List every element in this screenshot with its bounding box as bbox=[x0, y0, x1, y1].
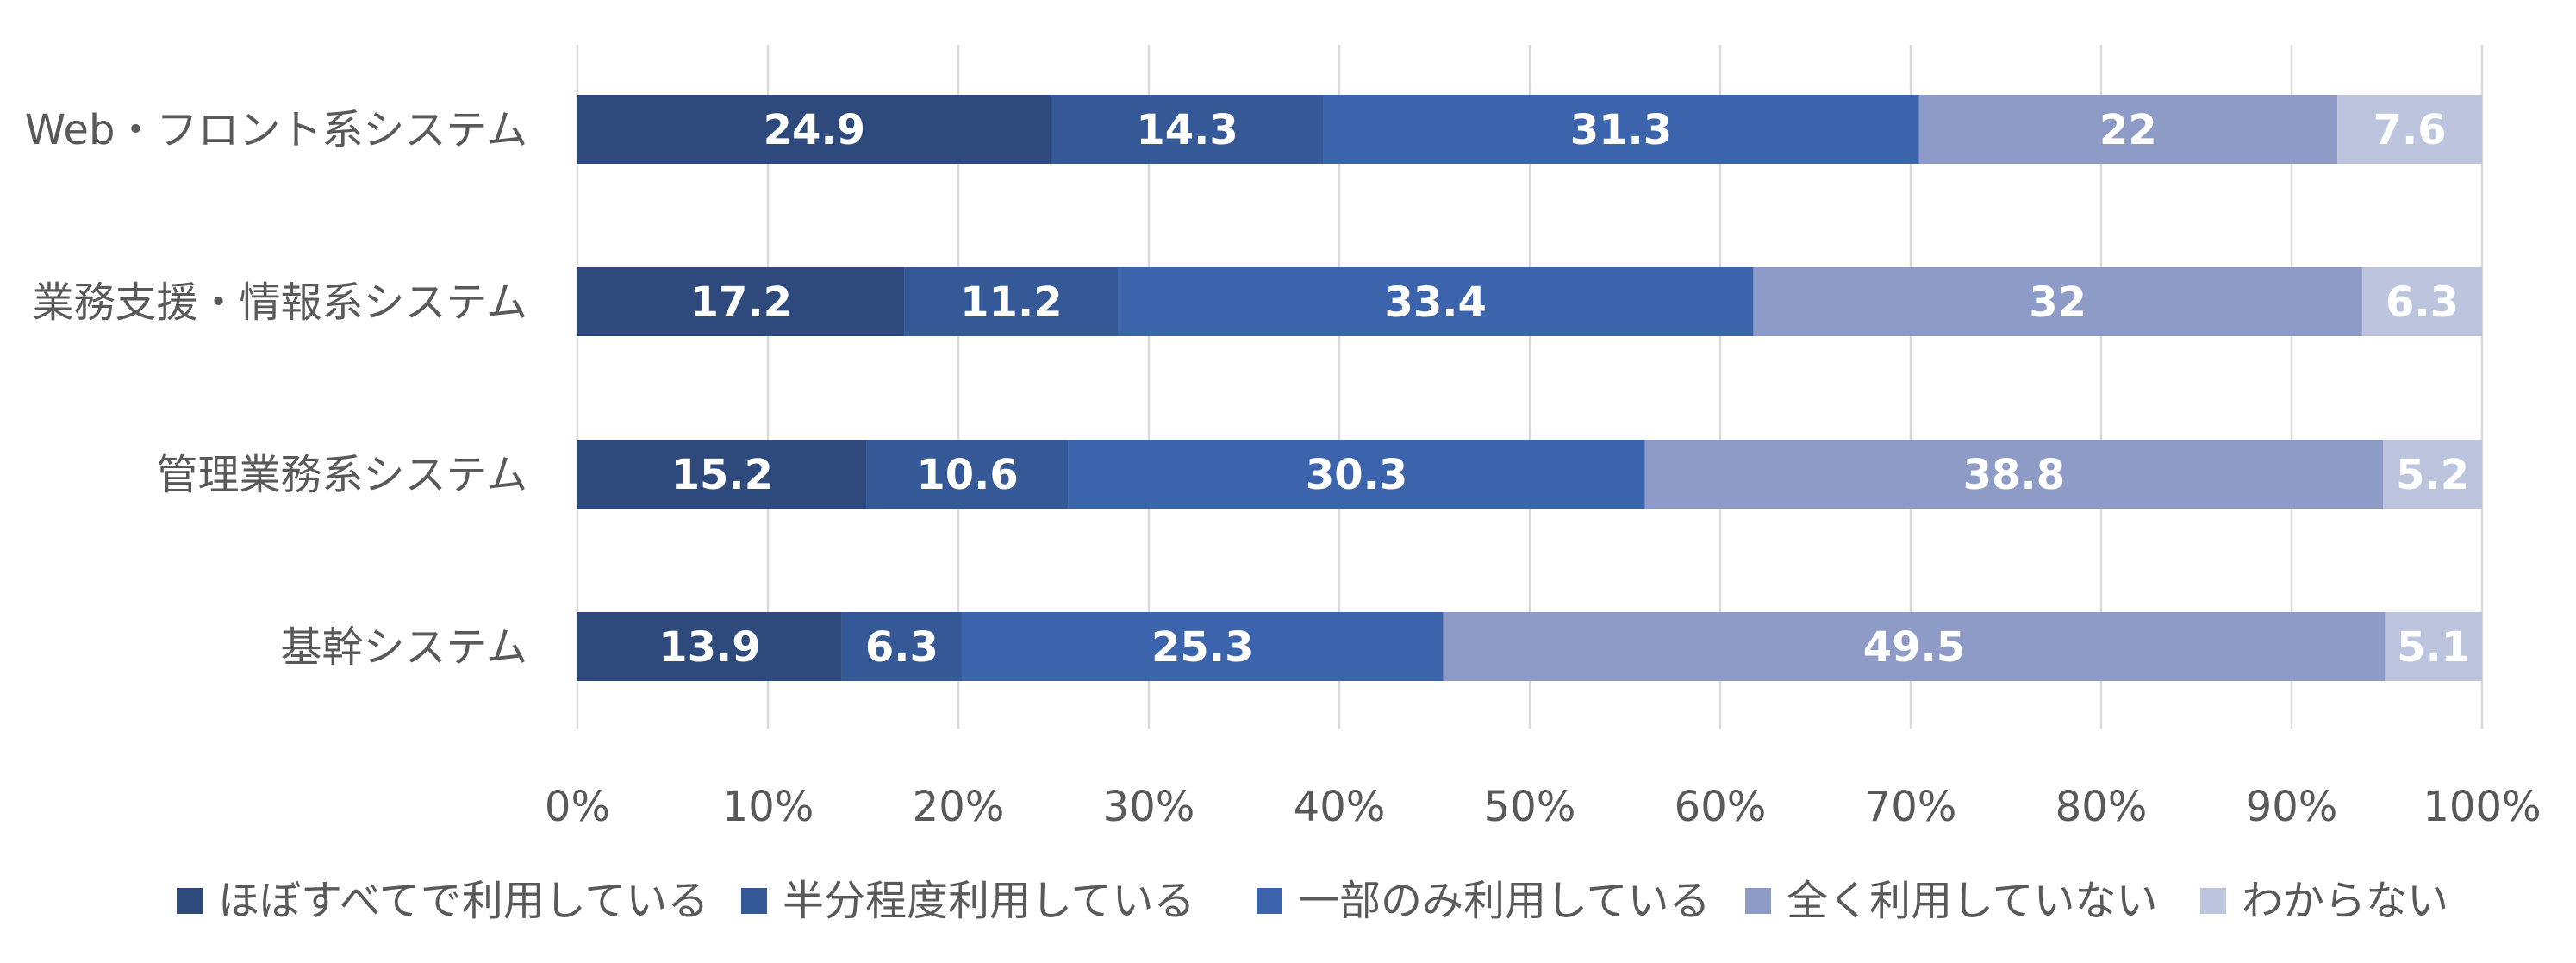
category-label: 管理業務系システム bbox=[156, 451, 527, 499]
x-tick-label: 10% bbox=[722, 783, 814, 831]
bar-area: 24.9 14.3 31.3 22 7.6 17.2 11.2 33.4 32 6.3 15.2 10… bbox=[577, 95, 2482, 681]
data-label: 7.6 bbox=[2373, 106, 2447, 154]
bar-segment bbox=[577, 95, 1051, 164]
bar-segment bbox=[1051, 95, 1324, 164]
legend-label: わからない bbox=[2242, 877, 2448, 925]
data-label: 5.2 bbox=[2396, 451, 2469, 499]
x-tick-label: 30% bbox=[1103, 783, 1195, 831]
data-label: 49.5 bbox=[1863, 623, 1965, 672]
category-label: 業務支援・情報系システム bbox=[32, 278, 527, 327]
x-tick-label: 90% bbox=[2246, 783, 2338, 831]
legend-swatch bbox=[1745, 888, 1771, 914]
data-label: 13.9 bbox=[658, 623, 760, 672]
data-label: 11.2 bbox=[960, 278, 1062, 327]
bar-segment bbox=[1443, 612, 2386, 681]
bar-segment bbox=[577, 612, 842, 681]
data-label: 5.1 bbox=[2397, 623, 2470, 672]
data-label: 15.2 bbox=[671, 451, 773, 499]
legend: ほぼすべてで利用している 半分程度利用している 一部のみ利用している 全く利用していな… bbox=[177, 877, 2448, 925]
data-label: 17.2 bbox=[690, 278, 792, 327]
legend-label: 半分程度利用している bbox=[783, 877, 1195, 925]
bar-segment bbox=[2383, 440, 2482, 509]
bar-segment bbox=[904, 267, 1119, 336]
x-tick-label: 0% bbox=[545, 783, 610, 831]
x-tick-label: 20% bbox=[913, 783, 1005, 831]
data-label: 6.3 bbox=[2386, 278, 2459, 327]
data-label: 32 bbox=[2029, 278, 2086, 327]
data-label: 33.4 bbox=[1384, 278, 1486, 327]
legend-swatch bbox=[1257, 888, 1282, 914]
data-label: 24.9 bbox=[764, 106, 865, 154]
data-label: 38.8 bbox=[1963, 451, 2065, 499]
data-label: 22 bbox=[2099, 106, 2157, 154]
bar-segment bbox=[961, 612, 1444, 681]
bar-segment bbox=[1644, 440, 2384, 509]
bar-segment bbox=[1118, 267, 1754, 336]
bar-segment bbox=[1323, 95, 1919, 164]
x-axis-ticks: 0% 10% 20% 30% 40% 50% 60% 70% 80% 90% 100% bbox=[545, 783, 2542, 831]
legend-swatch bbox=[177, 888, 203, 914]
legend-label: 一部のみ利用している bbox=[1298, 877, 1711, 925]
bar-segment bbox=[866, 440, 1069, 509]
category-label: 基幹システム bbox=[280, 623, 527, 672]
bar-segment bbox=[2361, 267, 2482, 336]
bar-segment bbox=[2385, 612, 2482, 681]
legend-swatch bbox=[741, 888, 767, 914]
bar-segment bbox=[577, 267, 905, 336]
data-label: 6.3 bbox=[865, 623, 939, 672]
data-label: 14.3 bbox=[1136, 106, 1238, 154]
legend-label: ほぼすべてで利用している bbox=[218, 877, 708, 925]
x-tick-label: 70% bbox=[1865, 783, 1957, 831]
x-tick-label: 80% bbox=[2055, 783, 2148, 831]
bar-segment bbox=[841, 612, 962, 681]
bar-segment bbox=[1753, 267, 2362, 336]
x-tick-label: 50% bbox=[1484, 783, 1576, 831]
x-tick-label: 40% bbox=[1294, 783, 1386, 831]
bar-segment bbox=[2337, 95, 2482, 164]
data-label: 25.3 bbox=[1151, 623, 1253, 672]
category-label: Web・フロント系システム bbox=[25, 106, 527, 154]
data-label: 30.3 bbox=[1306, 451, 1407, 499]
bar-segment bbox=[577, 440, 867, 509]
data-label: 31.3 bbox=[1570, 106, 1672, 154]
x-tick-label: 100% bbox=[2423, 783, 2541, 831]
bar-segment bbox=[1068, 440, 1645, 509]
legend-swatch bbox=[2200, 888, 2226, 914]
x-tick-label: 60% bbox=[1675, 783, 1767, 831]
data-label: 10.6 bbox=[916, 451, 1018, 499]
legend-label: 全く利用していない bbox=[1787, 877, 2158, 925]
bar-segment bbox=[1918, 95, 2338, 164]
